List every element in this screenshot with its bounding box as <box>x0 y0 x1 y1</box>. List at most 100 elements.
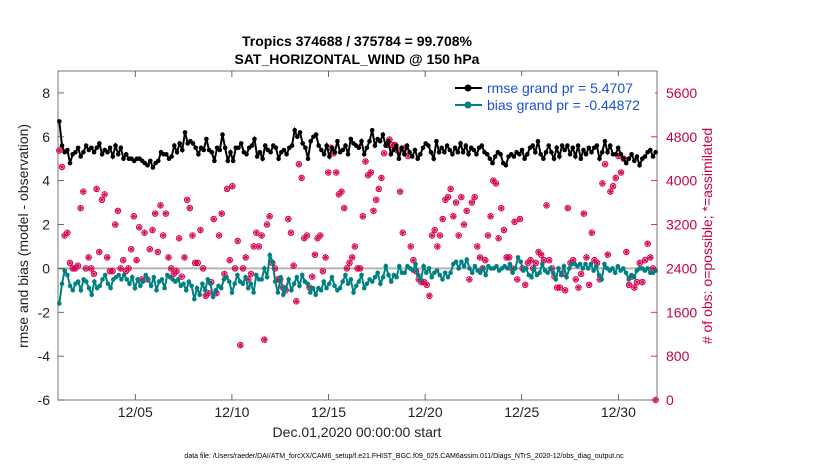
obs-assimilated-marker <box>346 260 353 266</box>
obs-possible-marker <box>247 270 255 278</box>
bias-point <box>556 266 561 271</box>
obs-assimilated-marker <box>488 213 494 219</box>
bias-point <box>299 272 305 278</box>
bias-point <box>253 272 259 278</box>
obs-possible-marker <box>471 193 478 201</box>
bias-point <box>89 292 94 298</box>
rmse-point <box>519 147 525 153</box>
bias-point <box>318 288 324 293</box>
obs-assimilated-marker <box>645 241 651 247</box>
bias-point <box>129 274 135 280</box>
bias-point <box>623 270 629 276</box>
bias-point <box>380 274 386 280</box>
obs-assimilated-marker <box>213 290 220 296</box>
rmse-point <box>404 143 410 148</box>
obs-assimilated-marker <box>429 232 435 239</box>
obs-possible-marker <box>348 254 356 261</box>
obs-possible-marker <box>181 254 188 261</box>
bias-point <box>229 290 235 295</box>
obs-assimilated-marker <box>187 205 193 211</box>
obs-assimilated-marker <box>325 169 331 176</box>
obs-assimilated-marker <box>88 265 94 271</box>
obs-possible-marker <box>56 147 63 154</box>
rmse-point <box>97 141 102 146</box>
rmse-point <box>145 163 150 168</box>
obs-assimilated-marker <box>440 216 446 222</box>
rmse-point <box>621 156 626 161</box>
obs-assimilated-marker <box>333 169 339 176</box>
rmse-point <box>345 152 351 157</box>
bias-point <box>537 270 542 276</box>
obs-possible-marker <box>64 229 71 237</box>
obs-possible-marker <box>423 281 430 289</box>
bias-point <box>631 274 637 280</box>
obs-possible-marker <box>452 199 460 206</box>
rmse-point <box>458 141 463 146</box>
bias-point <box>224 274 229 280</box>
obs-assimilated-marker <box>623 249 629 255</box>
obs-assimilated-marker <box>165 254 172 261</box>
obs-assimilated-marker <box>285 216 291 222</box>
obs-possible-marker <box>263 221 271 228</box>
rmse-point <box>148 158 153 164</box>
bias-point <box>599 277 604 282</box>
rmse-point <box>487 156 493 161</box>
obs-possible-marker <box>311 251 319 258</box>
bias-point <box>402 270 408 276</box>
rmse-point <box>209 149 215 155</box>
obs-assimilated-marker <box>525 260 531 266</box>
obs-possible-marker <box>641 256 649 264</box>
bias-point <box>218 285 224 291</box>
obs-possible-marker <box>583 254 590 261</box>
obs-possible-marker <box>370 207 377 215</box>
obs-possible-marker <box>85 254 92 261</box>
bias-point <box>324 285 329 291</box>
bias-point <box>424 270 429 276</box>
obs-assimilated-marker <box>171 271 177 277</box>
bias-point <box>378 281 383 287</box>
obs-assimilated-marker <box>131 213 137 219</box>
obs-possible-marker <box>460 221 468 228</box>
y-axis-label-left: rmse and bias (model - observation) <box>15 124 31 348</box>
bias-point <box>78 288 84 293</box>
rmse-point <box>599 149 605 155</box>
rmse-point <box>407 149 412 155</box>
rmse-point <box>174 149 180 155</box>
bias-point <box>332 283 337 289</box>
bias-point <box>467 266 472 271</box>
rmse-point <box>648 147 653 153</box>
obs-possible-marker <box>575 284 582 291</box>
bias-point <box>550 270 556 276</box>
obs-possible-marker <box>234 237 241 245</box>
obs-assimilated-marker <box>237 342 243 348</box>
obs-possible-marker <box>111 221 119 228</box>
obs-possible-marker <box>367 169 375 176</box>
bias-point <box>337 285 343 291</box>
obs-possible-marker <box>178 273 186 280</box>
bias-point <box>210 294 216 300</box>
rmse-point <box>361 152 367 157</box>
rmse-point <box>444 143 450 148</box>
obs-possible-marker <box>607 188 614 195</box>
rmse-point <box>73 149 78 155</box>
obs-assimilated-marker <box>376 186 382 192</box>
rmse-point <box>156 158 161 164</box>
bias-point <box>588 261 594 267</box>
bias-point <box>329 274 335 280</box>
obs-assimilated-marker <box>62 232 68 239</box>
bias-point <box>340 279 346 284</box>
rmse-point <box>442 149 447 155</box>
obs-assimilated-marker <box>243 254 249 261</box>
obs-possible-marker <box>218 210 225 217</box>
rmse-point <box>653 149 658 155</box>
rmse-point <box>431 156 437 161</box>
bias-point <box>561 263 567 269</box>
obs-assimilated-marker <box>139 276 145 282</box>
obs-possible-marker <box>564 204 572 212</box>
rmse-point <box>567 152 573 157</box>
y-tick-label: 2 <box>42 217 50 233</box>
obs-assimilated-marker <box>216 232 222 239</box>
bias-point <box>445 274 451 280</box>
rmse-point <box>618 152 624 157</box>
rmse-point <box>57 119 62 124</box>
